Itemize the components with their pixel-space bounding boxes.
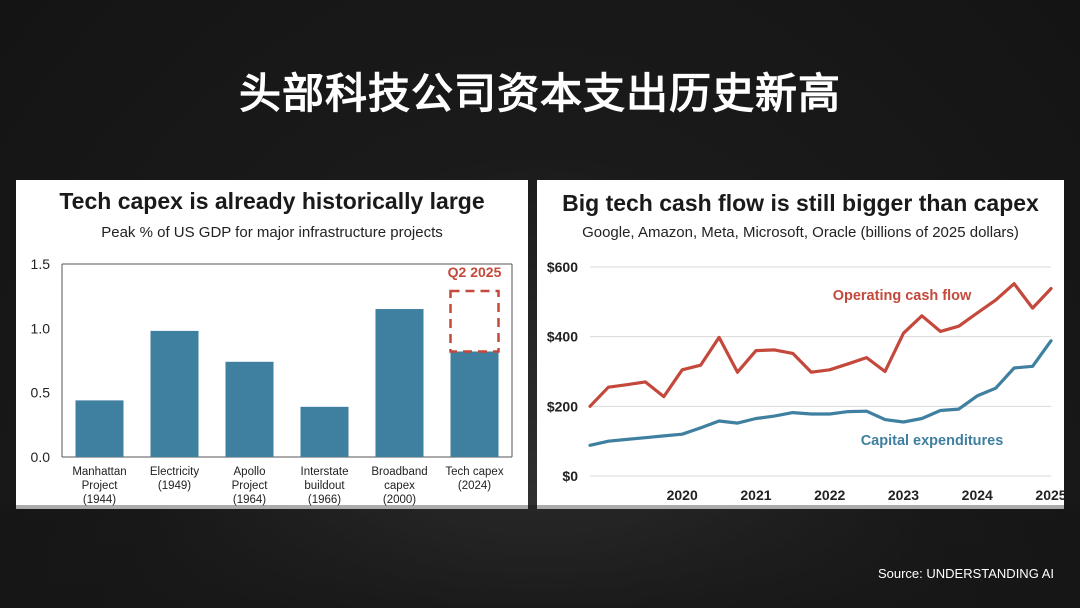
x-tick-label: (1949) (158, 480, 191, 492)
x-tick-label: 2023 (888, 487, 919, 503)
x-tick-label: Project (232, 480, 269, 492)
x-tick-label: (1964) (233, 494, 266, 506)
bar (150, 330, 199, 457)
line-chart-subtitle: Google, Amazon, Meta, Microsoft, Oracle … (582, 224, 1019, 241)
x-tick-label: (1944) (83, 494, 116, 506)
operating-cash-flow-line (588, 282, 1053, 408)
bar (225, 361, 274, 457)
line-chart-panel: Big tech cash flow is still bigger than … (537, 180, 1064, 509)
y-tick-label: 1.5 (31, 256, 51, 272)
x-tick-label: Manhattan (72, 466, 126, 478)
bar-chart-title: Tech capex is already historically large (59, 188, 485, 214)
x-tick-label: 2020 (667, 487, 698, 503)
bar (300, 406, 349, 457)
source-credit: Source: UNDERSTANDING AI (877, 566, 1054, 581)
x-tick-label: capex (384, 480, 415, 492)
y-tick-label: 1.0 (31, 320, 51, 336)
y-tick-label: 0.0 (31, 449, 51, 465)
slide-title: 头部科技公司资本支出历史新高 (238, 69, 841, 118)
x-tick-label: Interstate (301, 466, 349, 478)
x-tick-label: 2024 (962, 487, 993, 503)
capital-expenditures-line (588, 339, 1053, 447)
x-tick-label: Tech capex (445, 466, 503, 478)
y-tick-label: $400 (547, 329, 578, 345)
bar-chart-panel: Tech capex is already historically large… (16, 180, 528, 509)
bar-chart-subtitle: Peak % of US GDP for major infrastructur… (101, 224, 443, 241)
line-chart: $0 $200 $400 $600 2020 2021 2022 2023 2024 2025 Op… (547, 259, 1064, 503)
x-tick-label: (2000) (383, 494, 416, 506)
x-tick-label: (2024) (458, 480, 491, 492)
q2-2025-dashed-box (449, 289, 500, 353)
x-tick-label: (1966) (308, 494, 341, 506)
x-tick-label: buildout (304, 480, 345, 492)
capital-expenditures-label: Capital expenditures (861, 433, 1004, 449)
line-chart-title: Big tech cash flow is still bigger than … (562, 190, 1039, 216)
x-tick-label: 2022 (814, 487, 845, 503)
bar (375, 309, 424, 457)
y-tick-label: $600 (547, 259, 578, 275)
y-tick-label: $0 (562, 468, 578, 484)
x-tick-label: Apollo (234, 466, 266, 478)
bar (75, 400, 124, 457)
x-tick-label: Broadband (371, 466, 427, 478)
x-tick-label: 2025 (1035, 487, 1064, 503)
bar-chart: 0.0 0.5 1.0 1.5 Manhattan Project (1944) Electr… (31, 256, 513, 506)
y-tick-label: 0.5 (31, 385, 51, 401)
x-tick-label: Electricity (150, 466, 199, 478)
bottom-fade (0, 505, 1080, 608)
y-tick-label: $200 (547, 398, 578, 414)
x-tick-label: Project (82, 480, 119, 492)
q2-2025-label: Q2 2025 (448, 264, 502, 280)
operating-cash-flow-label: Operating cash flow (833, 288, 972, 304)
bar (450, 351, 499, 457)
x-tick-label: 2021 (740, 487, 771, 503)
